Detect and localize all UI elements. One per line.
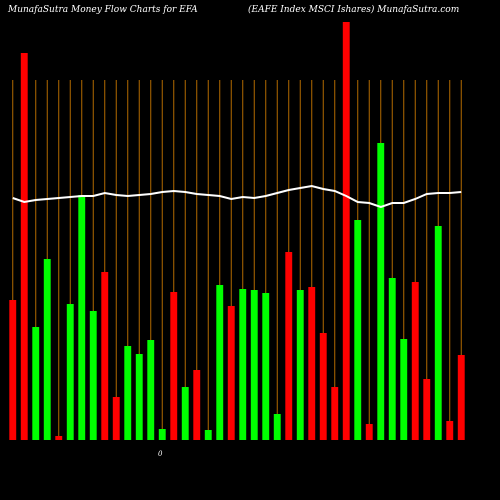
bar — [101, 272, 109, 440]
bar — [181, 387, 189, 440]
bar — [388, 278, 396, 440]
bar — [227, 306, 235, 440]
bar — [285, 252, 293, 440]
bar — [308, 287, 316, 440]
money-flow-line — [12, 184, 462, 209]
bar — [135, 354, 143, 440]
bar — [32, 327, 40, 440]
bar — [262, 293, 270, 440]
bar — [147, 340, 155, 440]
bar — [354, 220, 362, 440]
bar — [193, 370, 201, 440]
bar — [216, 285, 224, 440]
bar — [78, 195, 86, 440]
bar — [89, 311, 97, 440]
bar — [273, 414, 281, 440]
bar — [204, 430, 212, 440]
bar — [446, 421, 454, 440]
bar — [43, 259, 51, 440]
bar — [400, 339, 408, 440]
bar — [296, 290, 304, 440]
bar — [377, 143, 385, 440]
bar — [331, 387, 339, 440]
bar — [124, 346, 132, 440]
bar — [411, 282, 419, 440]
bar — [112, 397, 120, 440]
bar — [55, 436, 63, 440]
bar — [158, 429, 166, 440]
bar — [423, 379, 431, 440]
bar — [239, 289, 247, 440]
bar — [250, 290, 258, 440]
bar — [365, 424, 373, 440]
annotation: 0 — [158, 450, 163, 458]
bar — [342, 22, 350, 440]
bar — [170, 292, 178, 440]
bar — [20, 53, 28, 440]
bar — [9, 300, 17, 440]
chart-subtitle: (EAFE Index MSCI Ishares) MunafaSutra.co… — [248, 4, 459, 15]
bar — [457, 355, 465, 440]
bar — [66, 304, 74, 440]
chart-title: MunafaSutra Money Flow Charts for EFA — [7, 5, 198, 15]
bar — [319, 333, 327, 440]
bar — [434, 226, 442, 440]
